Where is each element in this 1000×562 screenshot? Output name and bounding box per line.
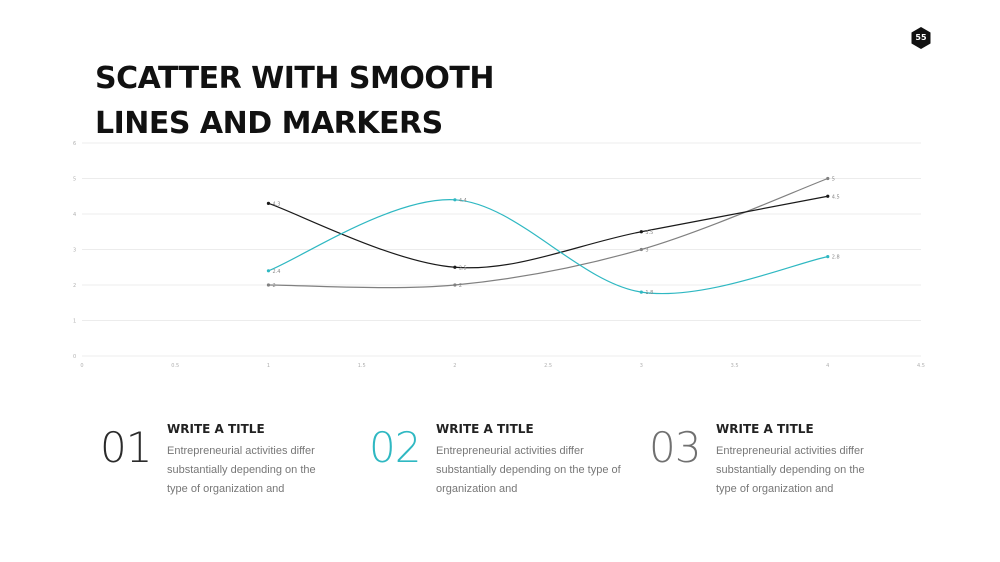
- page-title: SCATTER WITH SMOOTH LINES AND MARKERS: [95, 56, 615, 146]
- y-tick-label: 5: [73, 177, 76, 183]
- series-2-point: [266, 269, 271, 273]
- scatter-chart: 0 1 2 3 4 5 6 0 0.5 1 1.5 2 2.5 3 3.5 4 4.5 2 2 3 5 4.3 2.5 3.5…: [73, 141, 925, 369]
- series-line-1: [268, 195, 828, 269]
- feature-body: Entrepreneurial activities differ substa…: [167, 445, 316, 495]
- data-label: 2.4: [272, 269, 280, 275]
- series-3-point: [453, 283, 457, 287]
- data-label: 2.8: [832, 255, 840, 261]
- y-tick-label: 6: [73, 141, 76, 147]
- x-tick-label: 0: [80, 363, 83, 369]
- feature-number: 03: [649, 423, 701, 472]
- series-2-point: [826, 255, 830, 259]
- x-tick-label: 0.5: [171, 363, 179, 369]
- feature-number: 02: [369, 423, 421, 472]
- data-label: 3: [645, 248, 648, 254]
- page-number: 55: [915, 33, 927, 42]
- x-tick-label: 1: [267, 363, 270, 369]
- series-line-2: [268, 199, 828, 295]
- data-label: 5: [832, 177, 835, 183]
- series-1-point: [826, 194, 830, 198]
- series-1-point: [453, 265, 457, 269]
- feature-number: 01: [100, 423, 152, 472]
- feature-body: Entrepreneurial activities differ substa…: [436, 445, 621, 495]
- series-2-point: [639, 290, 643, 294]
- x-tick-label: 2.5: [544, 363, 552, 369]
- data-label: 2: [272, 283, 275, 289]
- hexagon-icon: [911, 27, 931, 49]
- series-2-point: [453, 198, 457, 202]
- y-tick-label: 4: [73, 212, 76, 218]
- x-tick-label: 1.5: [358, 363, 366, 369]
- feature-body: Entrepreneurial activities differ substa…: [716, 445, 865, 495]
- data-label: 2.5: [459, 265, 467, 271]
- x-tick-label: 4.5: [917, 363, 925, 369]
- series-3-point: [826, 176, 830, 181]
- page-title-line-2: LINES AND MARKERS: [95, 106, 443, 141]
- feature-title: WRITE A TITLE: [167, 422, 265, 436]
- data-label: 3.5: [645, 230, 653, 236]
- y-tick-label: 1: [73, 319, 76, 325]
- data-label: 1.8: [645, 290, 653, 296]
- data-label: 4.4: [459, 198, 467, 204]
- series-1-point: [639, 230, 643, 234]
- x-tick-label: 4: [826, 363, 829, 369]
- feature-item-3: 03 WRITE A TITLE Entrepreneurial activit…: [649, 420, 919, 510]
- feature-item-1: 01 WRITE A TITLE Entrepreneurial activit…: [100, 420, 370, 510]
- data-label: 2: [459, 283, 462, 289]
- x-tick-label: 3: [640, 363, 643, 369]
- page-number-badge: 55: [909, 26, 933, 50]
- y-tick-label: 0: [73, 354, 76, 360]
- series-3-point: [266, 283, 271, 287]
- y-tick-label: 2: [73, 283, 76, 289]
- page-title-line-1: SCATTER WITH SMOOTH: [95, 61, 494, 96]
- y-tick-label: 3: [73, 248, 76, 254]
- data-label: 4.3: [272, 201, 280, 207]
- feature-title: WRITE A TITLE: [436, 422, 534, 436]
- series-line-3: [268, 177, 828, 289]
- feature-title: WRITE A TITLE: [716, 422, 814, 436]
- series-1-point: [266, 201, 271, 205]
- feature-item-2: 02 WRITE A TITLE Entrepreneurial activit…: [369, 420, 639, 510]
- data-label: 4.5: [832, 194, 840, 200]
- x-tick-label: 3.5: [731, 363, 739, 369]
- x-tick-label: 2: [453, 363, 456, 369]
- series-3-point: [639, 247, 643, 252]
